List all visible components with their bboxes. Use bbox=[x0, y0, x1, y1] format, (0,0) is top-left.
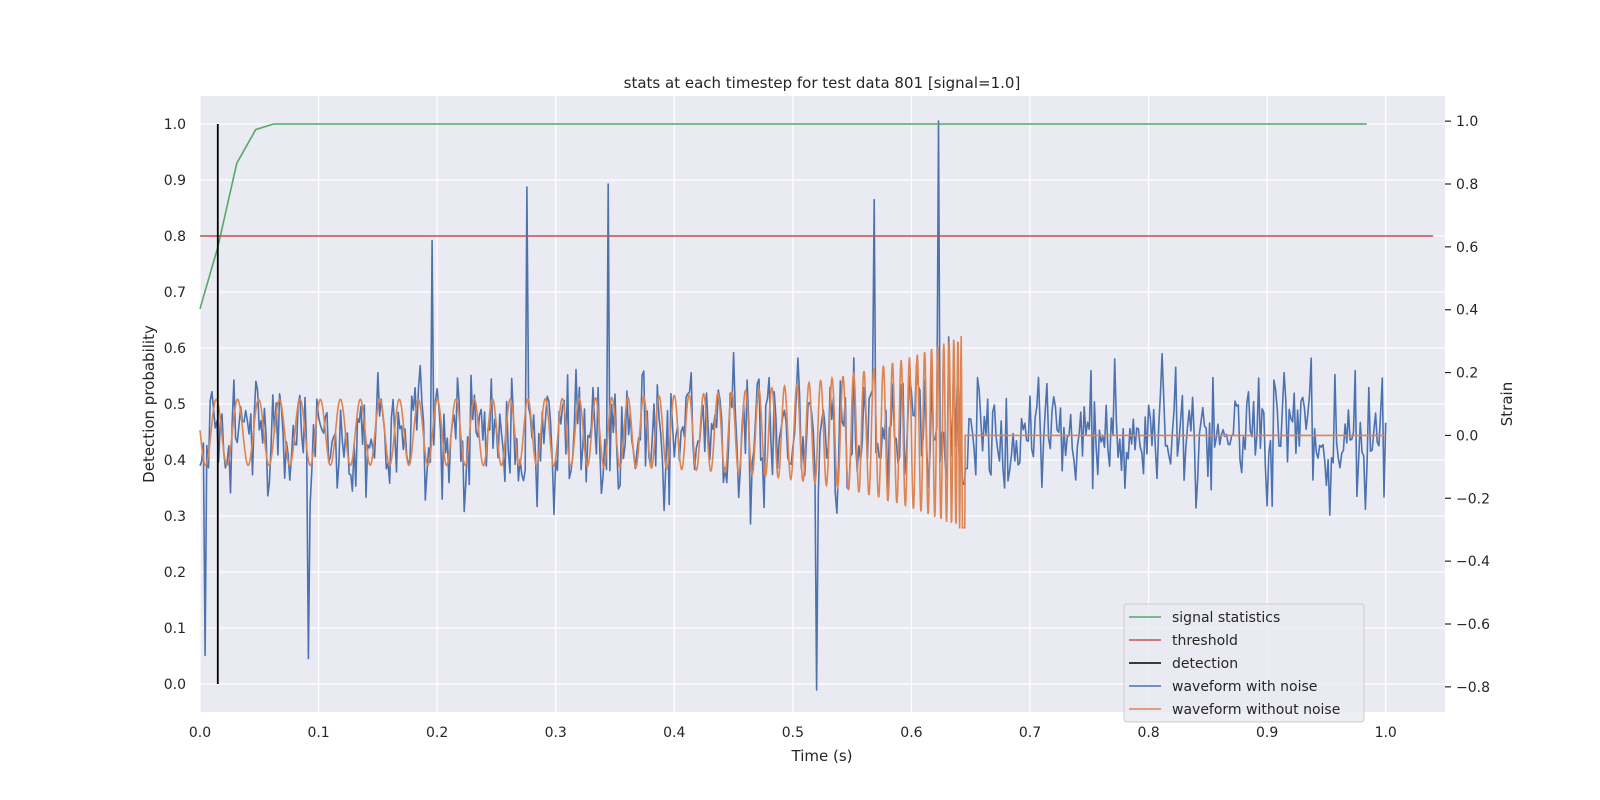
legend-label-waveform-without-noise: waveform without noise bbox=[1172, 702, 1340, 718]
x-tick-label: 0.5 bbox=[782, 725, 804, 741]
y-right-tick-label: 1.0 bbox=[1456, 114, 1478, 130]
y-right-tick-label: 0.6 bbox=[1456, 240, 1478, 256]
y-right-tick-label: −0.2 bbox=[1456, 491, 1490, 507]
x-tick-label: 0.4 bbox=[663, 725, 685, 741]
legend-label-threshold: threshold bbox=[1172, 633, 1238, 649]
y-left-tick-label: 0.8 bbox=[164, 229, 186, 245]
x-tick-label: 0.7 bbox=[1019, 725, 1041, 741]
y-right-tick-label: −0.8 bbox=[1456, 680, 1490, 696]
y-left-tick-label: 0.4 bbox=[164, 453, 186, 469]
y-left-tick-label: 0.7 bbox=[164, 285, 186, 301]
y-right-tick-label: 0.4 bbox=[1456, 303, 1478, 319]
y-left-tick-label: 0.5 bbox=[164, 397, 186, 413]
y-left-tick-label: 1.0 bbox=[164, 117, 186, 133]
y-left-tick-label: 0.9 bbox=[164, 173, 186, 189]
y-left-tick-label: 0.2 bbox=[164, 565, 186, 581]
y-right-tick-label: 0.8 bbox=[1456, 177, 1478, 193]
y-left-tick-label: 0.6 bbox=[164, 341, 186, 357]
chart-title: stats at each timestep for test data 801… bbox=[624, 74, 1021, 92]
legend: signal statistics threshold detection wa… bbox=[1123, 603, 1365, 723]
x-tick-label: 0.8 bbox=[1137, 725, 1159, 741]
x-tick-label: 1.0 bbox=[1375, 725, 1397, 741]
x-tick-label: 0.1 bbox=[307, 725, 329, 741]
y-axis-left-label: Detection probability bbox=[140, 325, 158, 483]
y-left-tick-label: 0.0 bbox=[164, 677, 186, 693]
series-layer bbox=[199, 120, 1434, 691]
series-waveform-without-noise bbox=[199, 335, 1386, 529]
y-right-tick-label: 0.2 bbox=[1456, 366, 1478, 382]
y-right-tick-label: −0.6 bbox=[1456, 617, 1490, 633]
y-axis-right-label: Strain bbox=[1498, 382, 1516, 426]
x-tick-label: 0.2 bbox=[426, 725, 448, 741]
legend-label-signal-statistics: signal statistics bbox=[1172, 610, 1280, 626]
y-right-tick-label: −0.4 bbox=[1456, 554, 1490, 570]
legend-box bbox=[1123, 603, 1365, 723]
ticks-layer: 0.0 0.1 0.2 0.3 0.4 0.5 0.6 0.7 0.8 0.9 1.0 0.0 0.1 0… bbox=[164, 114, 1490, 741]
legend-label-detection: detection bbox=[1172, 656, 1238, 672]
y-right-tick-label: 0.0 bbox=[1456, 428, 1478, 444]
y-left-tick-label: 0.3 bbox=[164, 509, 186, 525]
x-axis-label: Time (s) bbox=[791, 747, 853, 765]
x-tick-label: 0.9 bbox=[1256, 725, 1278, 741]
y-left-tick-label: 0.1 bbox=[164, 621, 186, 637]
x-tick-label: 0.6 bbox=[900, 725, 922, 741]
legend-label-waveform-with-noise: waveform with noise bbox=[1172, 679, 1317, 695]
x-tick-label: 0.0 bbox=[189, 725, 211, 741]
x-tick-label: 0.3 bbox=[545, 725, 567, 741]
series-signal-statistics bbox=[199, 123, 1367, 310]
